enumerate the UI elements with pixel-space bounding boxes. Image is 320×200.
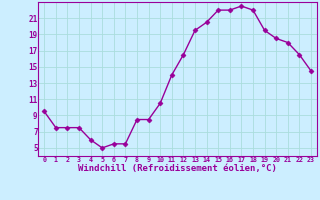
X-axis label: Windchill (Refroidissement éolien,°C): Windchill (Refroidissement éolien,°C)	[78, 164, 277, 173]
